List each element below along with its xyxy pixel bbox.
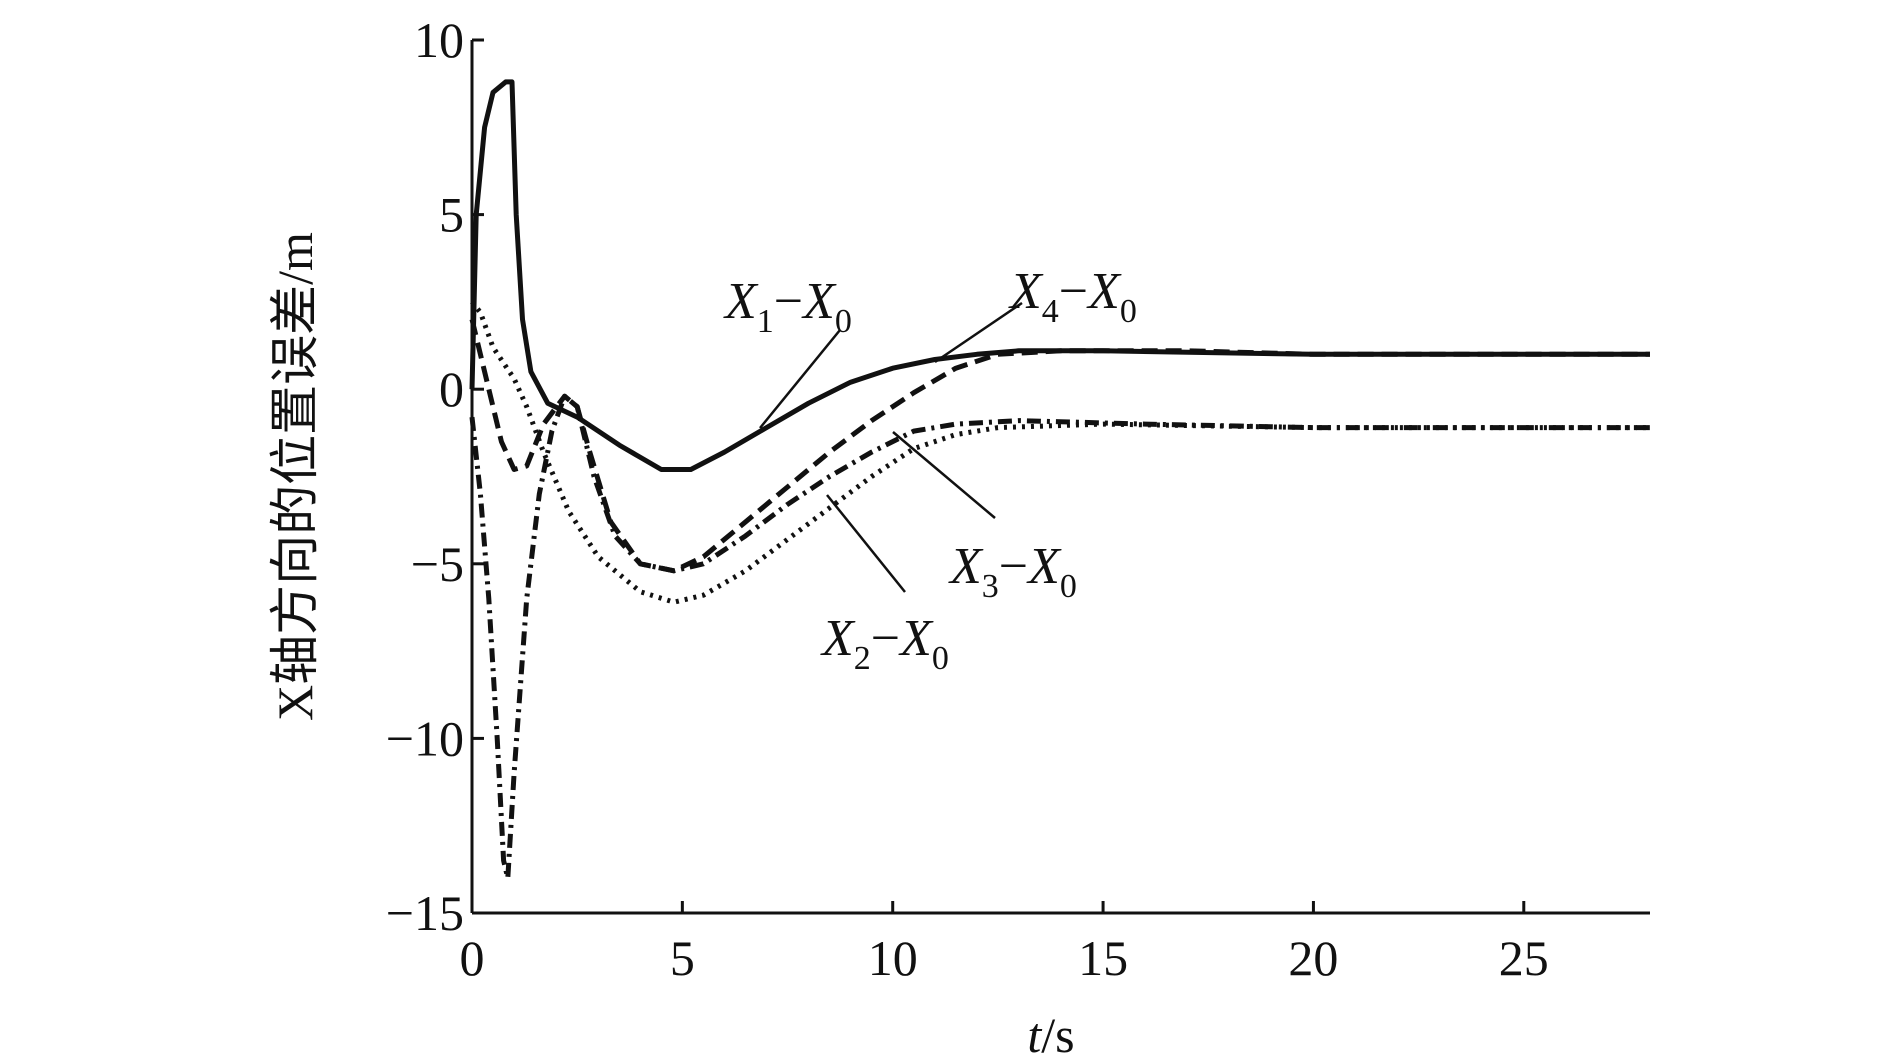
y-tick-label: −10 xyxy=(386,710,464,766)
series-annotation: X4−X0 xyxy=(1008,263,1137,330)
annotation-leader-line xyxy=(759,329,841,429)
series-line-2 xyxy=(470,300,1650,605)
y-tick-label: 0 xyxy=(439,361,464,417)
series-annotation: X1−X0 xyxy=(723,273,852,340)
y-tick-label: 5 xyxy=(439,187,464,243)
x-axis-label: t/s xyxy=(1027,1007,1074,1063)
x-tick-label: 15 xyxy=(1078,930,1128,986)
series-line-1 xyxy=(469,79,1650,472)
y-tick-label: −5 xyxy=(411,536,464,592)
y-tick-label: −15 xyxy=(386,885,464,941)
axes: 0 5 10 15 20 25 10 5 0 −5 −10 −15 xyxy=(386,12,1650,986)
series-annotation: X3−X0 xyxy=(948,538,1077,605)
series-layer xyxy=(469,79,1650,881)
y-axis-label: X轴方向的位置误差/m xyxy=(267,232,323,721)
series-annotation: X2−X0 xyxy=(820,610,949,677)
series-line-4 xyxy=(469,318,1650,574)
x-tick-label: 25 xyxy=(1499,930,1549,986)
x-tick-label: 0 xyxy=(460,930,485,986)
x-tick-label: 10 xyxy=(868,930,918,986)
series-line-3 xyxy=(469,393,1650,881)
annotation-leader-line xyxy=(892,431,996,519)
y-tick-label: 10 xyxy=(414,12,464,68)
x-tick-label: 5 xyxy=(670,930,695,986)
x-tick-label: 20 xyxy=(1288,930,1338,986)
annotation-leader-line xyxy=(826,494,906,593)
annotation-leader-line xyxy=(934,301,1023,364)
